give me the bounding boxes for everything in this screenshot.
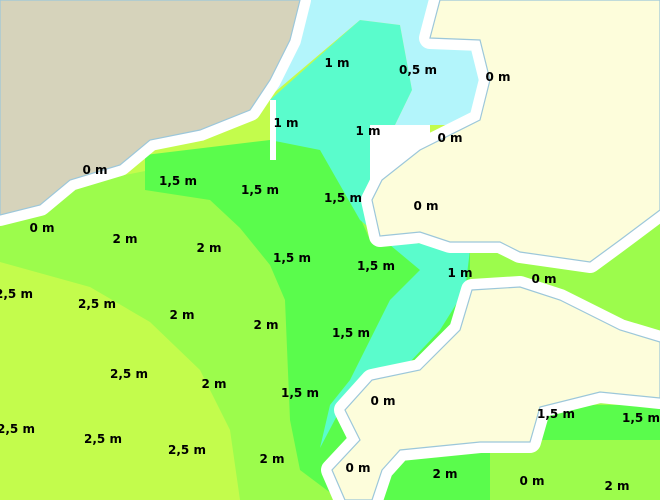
wave-height-label: 0 m [82,163,108,177]
wave-height-label: 1 m [355,124,381,138]
wave-height-label: 0,5 m [399,63,437,77]
wave-height-label: 2,5 m [84,432,122,446]
land-east-north [371,0,660,263]
wave-height-label: 0 m [519,474,545,488]
wave-height-label: 0 m [485,70,511,84]
wave-height-label: 2 m [201,377,227,391]
wave-height-label: 1,5 m [357,259,395,273]
wave-height-label: 2 m [253,318,279,332]
land-east-south [331,286,660,500]
wave-height-label: 1,5 m [324,191,362,205]
wave-height-label: 0 m [370,394,396,408]
wave-height-label: 2 m [169,308,195,322]
wave-height-label: 1,5 m [281,386,319,400]
wave-height-label: 1,5 m [241,183,279,197]
wave-height-label: 1,5 m [622,411,660,425]
wave-height-label: 0 m [531,272,557,286]
wave-height-label: 1 m [273,116,299,130]
wave-height-label: 2 m [259,452,285,466]
wave-height-label: 2,5 m [0,287,33,301]
land-west [0,0,301,216]
wave-height-label: 2,5 m [110,367,148,381]
wave-height-label: 2,5 m [0,422,35,436]
wave-height-label: 1,5 m [159,174,197,188]
wave-height-label: 0 m [413,199,439,213]
wave-height-label: 0 m [437,131,463,145]
zone-0-5m [275,0,490,125]
wave-height-label: 2 m [196,241,222,255]
wave-height-label: 0 m [29,221,55,235]
wave-height-label: 2 m [432,467,458,481]
wave-height-label: 2 m [604,479,630,493]
wave-height-label: 1 m [447,266,473,280]
wave-height-label: 0 m [345,461,371,475]
wave-height-label: 2 m [112,232,138,246]
wave-height-label: 1,5 m [332,326,370,340]
wave-height-label: 1,5 m [273,251,311,265]
wave-height-label: 1,5 m [537,407,575,421]
wave-height-label: 2,5 m [168,443,206,457]
wave-height-label: 1 m [324,56,350,70]
wave-height-label: 2,5 m [78,297,116,311]
